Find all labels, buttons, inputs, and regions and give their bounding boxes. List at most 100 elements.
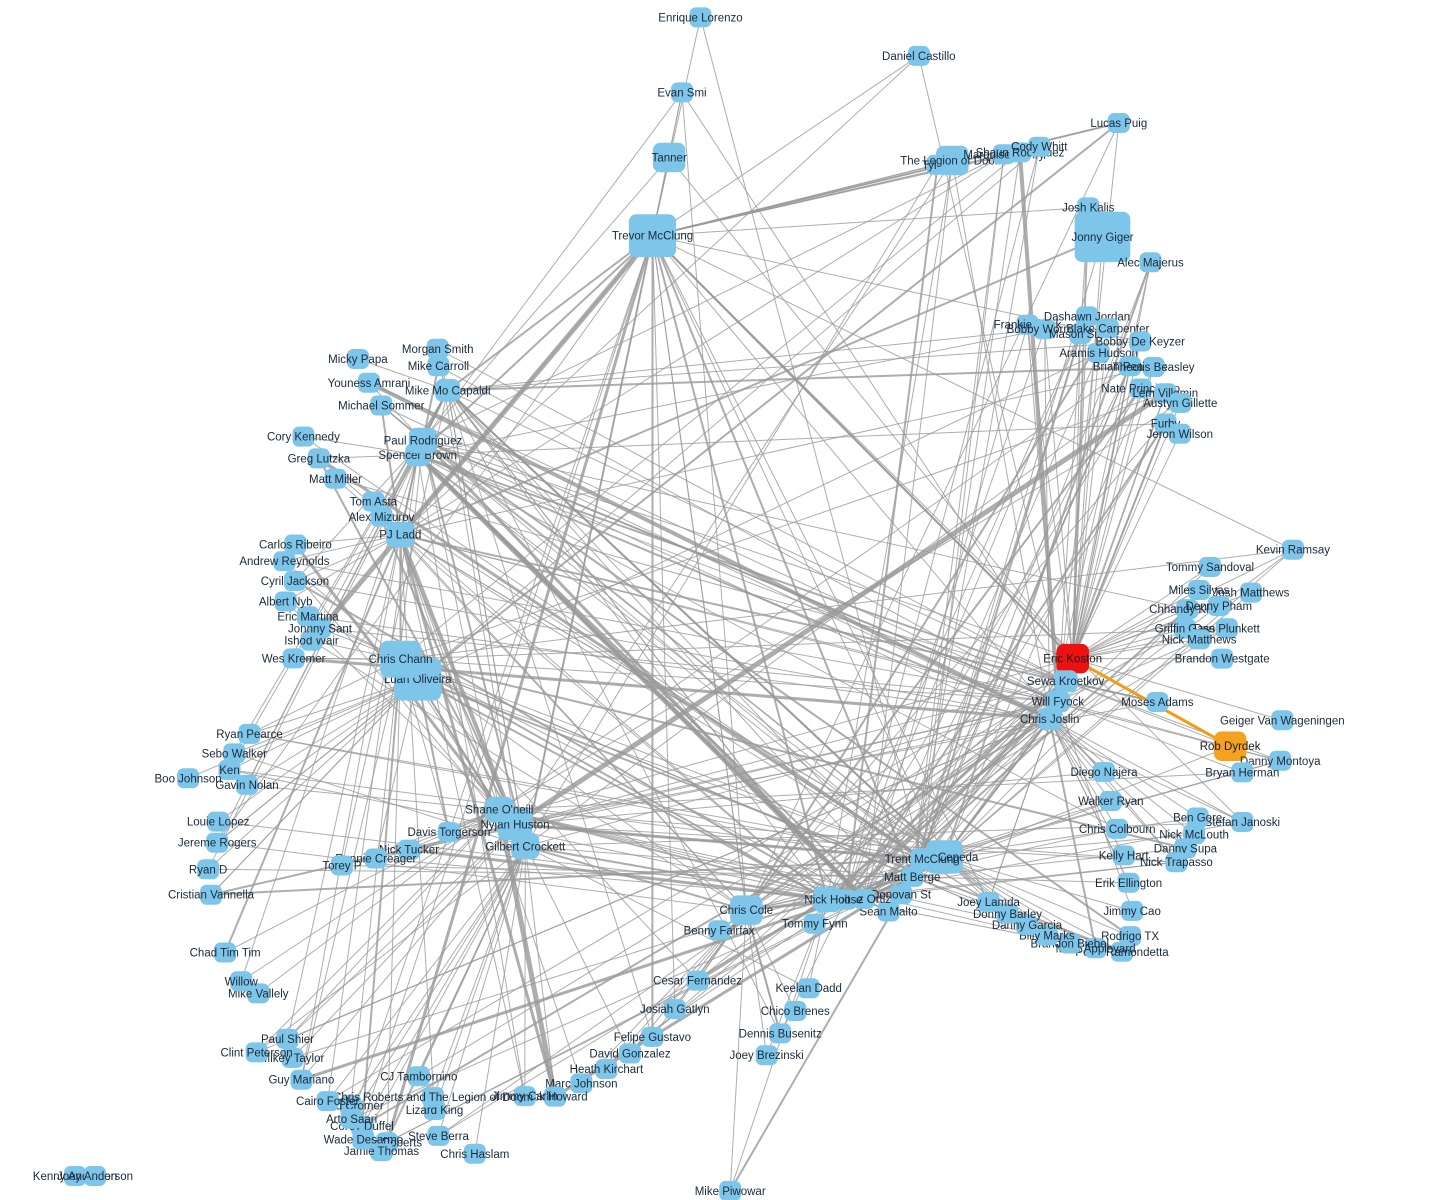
svg-text:Cody Whitt: Cody Whitt	[1011, 142, 1068, 154]
svg-text:Tanner: Tanner	[652, 152, 687, 164]
svg-text:Denny Pham: Denny Pham	[1186, 601, 1252, 613]
svg-text:Ryan D: Ryan D	[189, 864, 227, 876]
svg-text:Chico Brenes: Chico Brenes	[761, 1006, 830, 1018]
svg-text:Boo Johnson: Boo Johnson	[155, 773, 222, 785]
svg-text:Moses Adams: Moses Adams	[1121, 697, 1193, 709]
svg-text:Sebo Walker: Sebo Walker	[202, 748, 268, 760]
svg-text:Nick Trapasso: Nick Trapasso	[1140, 857, 1213, 869]
svg-text:Chad Tim Tim: Chad Tim Tim	[190, 948, 261, 960]
svg-text:Benny Fairfax: Benny Fairfax	[684, 925, 755, 937]
svg-text:Danny Supa: Danny Supa	[1154, 843, 1218, 855]
svg-text:Lucas Puig: Lucas Puig	[1090, 118, 1147, 130]
svg-text:Jereme Rogers: Jereme Rogers	[178, 838, 257, 850]
svg-text:Dennis Busenitz: Dennis Busenitz	[739, 1028, 822, 1040]
svg-text:Nick Holt: Nick Holt	[804, 894, 851, 906]
svg-text:Mike Piwowar: Mike Piwowar	[695, 1186, 766, 1198]
svg-text:Diego Najera: Diego Najera	[1070, 767, 1138, 779]
svg-text:PJ Ladd: PJ Ladd	[379, 530, 421, 542]
svg-text:Gavin Nolan: Gavin Nolan	[215, 780, 278, 792]
svg-text:Eric Martina: Eric Martina	[277, 611, 339, 623]
svg-text:Louie Lopez: Louie Lopez	[187, 817, 250, 829]
svg-text:Chris Cole: Chris Cole	[719, 905, 773, 917]
svg-text:Cairo Foster: Cairo Foster	[296, 1096, 359, 1108]
svg-text:Wes Kremer: Wes Kremer	[262, 653, 326, 665]
svg-text:Bobby De Keyzer: Bobby De Keyzer	[1095, 337, 1185, 349]
svg-text:Nick McLouth: Nick McLouth	[1159, 829, 1229, 841]
svg-text:Jonny Giger: Jonny Giger	[1071, 232, 1133, 244]
svg-text:Will Fyock: Will Fyock	[1032, 696, 1085, 708]
svg-text:Erik Ellington: Erik Ellington	[1095, 878, 1162, 890]
svg-text:Chris Joslin: Chris Joslin	[1020, 714, 1079, 726]
svg-text:Clint Peterson: Clint Peterson	[220, 1047, 292, 1059]
svg-text:Ben Gore: Ben Gore	[1173, 813, 1222, 825]
svg-text:Shane O'neill: Shane O'neill	[465, 805, 533, 817]
svg-text:Jimmy Cao: Jimmy Cao	[1103, 906, 1161, 918]
svg-text:Tom Asta: Tom Asta	[350, 497, 398, 509]
svg-text:Albert Nyb: Albert Nyb	[259, 597, 313, 609]
svg-text:Torey P: Torey P	[322, 861, 361, 873]
svg-text:Willow: Willow	[225, 976, 259, 988]
svg-text:Greg Lutzka: Greg Lutzka	[288, 453, 351, 465]
svg-text:Evan Smi: Evan Smi	[657, 87, 706, 99]
svg-text:Cesar Fernandez: Cesar Fernandez	[653, 976, 742, 988]
svg-text:Mike Mo Capaldi: Mike Mo Capaldi	[405, 385, 491, 397]
svg-text:Alex Mizurov: Alex Mizurov	[349, 512, 415, 524]
svg-text:Paul Shier: Paul Shier	[261, 1034, 314, 1046]
svg-text:Cristian Vannella: Cristian Vannella	[168, 890, 255, 902]
svg-text:Cyril Jackson: Cyril Jackson	[261, 576, 329, 588]
svg-text:Morgan Smith: Morgan Smith	[402, 344, 474, 356]
svg-text:Theotis Beasley: Theotis Beasley	[1113, 362, 1195, 374]
svg-text:Keelan Dadd: Keelan Dadd	[775, 983, 842, 995]
svg-text:Josiah Gatlyn: Josiah Gatlyn	[640, 1004, 710, 1016]
svg-text:Enrique Lorenzo: Enrique Lorenzo	[658, 12, 742, 24]
svg-text:Brandon Westgate: Brandon Westgate	[1175, 654, 1270, 666]
svg-text:Joey Brezinski: Joey Brezinski	[730, 1050, 804, 1062]
svg-text:Johnny Sant: Johnny Sant	[288, 623, 353, 635]
svg-text:Paul Rodriguez: Paul Rodriguez	[384, 436, 463, 448]
svg-text:Jeron Wilson: Jeron Wilson	[1147, 429, 1213, 441]
svg-text:Austyn Gillette: Austyn Gillette	[1143, 398, 1217, 410]
svg-text:Ishod Wair: Ishod Wair	[284, 636, 339, 648]
svg-text:Trevor McClung: Trevor McClung	[612, 231, 693, 243]
svg-text:Matt Miller: Matt Miller	[309, 474, 362, 486]
svg-text:CJ Tambornino: CJ Tambornino	[380, 1071, 457, 1083]
svg-text:Gilbert Crockett: Gilbert Crockett	[485, 841, 566, 853]
svg-text:Micky Papa: Micky Papa	[328, 354, 388, 366]
svg-text:Felipe Gustavo: Felipe Gustavo	[614, 1032, 691, 1044]
svg-text:Youness Amrani: Youness Amrani	[328, 378, 411, 390]
svg-text:Chris Colbourn: Chris Colbourn	[1079, 824, 1156, 836]
svg-text:Guy Mariano: Guy Mariano	[268, 1075, 334, 1087]
svg-text:Ken: Ken	[219, 765, 239, 777]
svg-text:David Gonzalez: David Gonzalez	[589, 1049, 670, 1061]
svg-text:Alec Majerus: Alec Majerus	[1117, 257, 1184, 269]
svg-text:Rodrigo TX: Rodrigo TX	[1101, 931, 1159, 943]
svg-text:Kevin Ramsay: Kevin Ramsay	[1256, 545, 1330, 557]
svg-text:Geiger Van Wageningen: Geiger Van Wageningen	[1220, 715, 1345, 727]
svg-text:Michael Sommer: Michael Sommer	[338, 401, 424, 413]
svg-text:Eric Koston: Eric Koston	[1043, 654, 1102, 666]
svg-text:Trent McClung: Trent McClung	[885, 854, 960, 866]
svg-text:Carlos Ribeiro: Carlos Ribeiro	[259, 540, 332, 552]
svg-text:Mike Carroll: Mike Carroll	[408, 361, 469, 373]
svg-text:Daniel Castillo: Daniel Castillo	[882, 51, 956, 63]
svg-text:Nick Matthews: Nick Matthews	[1162, 634, 1237, 646]
svg-text:Chris Haslam: Chris Haslam	[440, 1149, 509, 1161]
svg-text:Davis Torgerson: Davis Torgerson	[407, 827, 490, 839]
svg-text:Arto Saari: Arto Saari	[326, 1114, 377, 1126]
svg-text:Bryan Herman: Bryan Herman	[1205, 767, 1279, 779]
svg-text:Chris Roberts and The Legion o: Chris Roberts and The Legion of Doom	[333, 1092, 533, 1104]
svg-text:Walker Ryan: Walker Ryan	[1078, 796, 1143, 808]
svg-text:Joey Lamda: Joey Lamda	[957, 897, 1020, 909]
svg-text:Rob Dyrdek: Rob Dyrdek	[1200, 741, 1261, 753]
svg-text:Tommy Fynn: Tommy Fynn	[782, 919, 848, 931]
svg-text:Chris Chann: Chris Chann	[369, 654, 433, 666]
svg-text:Sewa Kroetkov: Sewa Kroetkov	[1027, 676, 1105, 688]
svg-text:Andrew Reynolds: Andrew Reynolds	[239, 556, 329, 568]
svg-text:Cory Kennedy: Cory Kennedy	[267, 432, 340, 444]
svg-text:Wade Desarmo: Wade Desarmo	[324, 1135, 403, 1147]
svg-text:Tommy Sandoval: Tommy Sandoval	[1166, 562, 1254, 574]
svg-text:Ryan Pearce: Ryan Pearce	[216, 729, 282, 741]
svg-text:Matt Berge: Matt Berge	[884, 872, 940, 884]
svg-text:Kelly Hart: Kelly Hart	[1099, 850, 1150, 862]
svg-text:Joey Anderson: Joey Anderson	[57, 1171, 133, 1183]
